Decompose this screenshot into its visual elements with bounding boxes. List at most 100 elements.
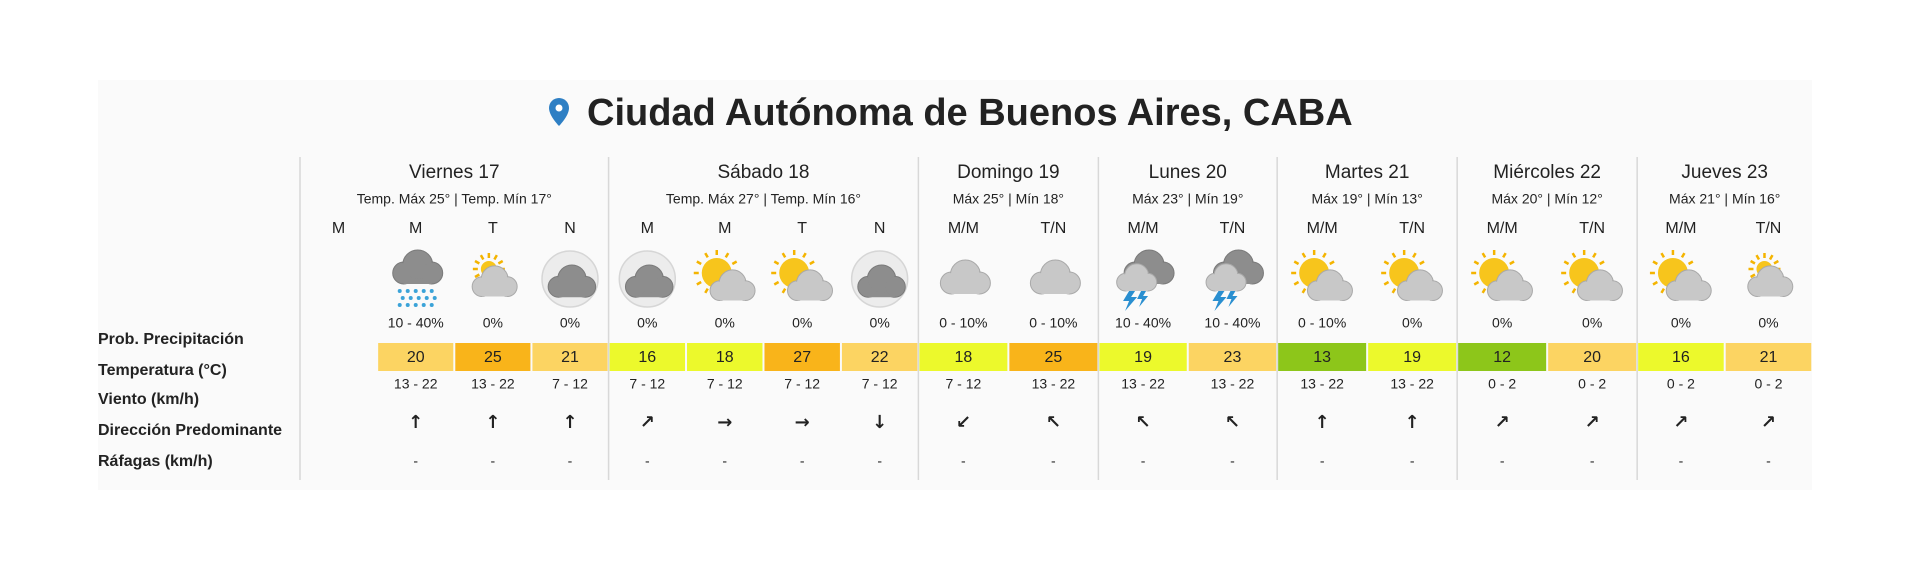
weather-icon [1649, 250, 1712, 301]
rain-drop [405, 303, 410, 307]
rain-drop [429, 289, 434, 293]
wind: 13 - 22 [1121, 376, 1165, 392]
wind: 7 - 12 [629, 376, 665, 392]
weather-icon [1471, 250, 1533, 301]
temp-cell [1368, 343, 1457, 371]
cloud-part [1423, 281, 1442, 300]
wind-direction: ↓ [872, 412, 887, 433]
weather-icon [1747, 253, 1794, 297]
temp-cell [687, 343, 763, 371]
weather-icon [693, 250, 756, 301]
sun-ray [1680, 252, 1686, 259]
lightning [1212, 291, 1227, 311]
precip: 0% [637, 315, 657, 331]
weather-icon [771, 250, 834, 301]
rain-drop [413, 289, 418, 293]
temp: 13 [1313, 349, 1331, 366]
gust: - [1766, 453, 1771, 469]
sun-ray [1563, 280, 1570, 286]
location-pin [549, 98, 569, 126]
sun-ray [1383, 280, 1390, 286]
wind: 13 - 22 [1032, 376, 1076, 392]
rain-drop [397, 289, 402, 293]
wind: 7 - 12 [707, 376, 743, 392]
row-label: Dirección Predominante [98, 422, 282, 439]
sun-ray [497, 259, 504, 265]
weather-icon [471, 253, 518, 297]
precip: 0 - 10% [1298, 315, 1346, 331]
cloud-part [653, 277, 673, 297]
wind: 0 - 2 [1488, 376, 1516, 392]
wind-direction: ↑ [562, 412, 577, 433]
temp: 25 [1044, 349, 1062, 366]
period-label: M/M [1128, 220, 1159, 237]
sun-ray [1563, 260, 1570, 266]
precip: 0% [1758, 315, 1778, 331]
precip: 10 - 40% [1115, 315, 1171, 331]
period-label: N [874, 220, 886, 237]
day-temps: Máx 19° | Mín 13° [1311, 191, 1422, 207]
period-label: M [332, 220, 345, 237]
day-name: Viernes 17 [409, 162, 500, 183]
period-label: N [564, 220, 576, 237]
cloud-part [1242, 263, 1263, 283]
temp-cell [1278, 343, 1367, 371]
wind-direction: ↗ [1585, 412, 1600, 433]
sun-ray [781, 287, 787, 294]
wind-direction: ↖ [1136, 412, 1151, 433]
lightning [1226, 291, 1238, 307]
temp-cell [378, 343, 454, 371]
gust: - [1410, 453, 1415, 469]
precip: 0% [1671, 315, 1691, 331]
temp: 20 [1583, 349, 1601, 366]
wind: 13 - 22 [1390, 376, 1434, 392]
sun-ray [1301, 252, 1307, 259]
sun-ray [1481, 287, 1487, 294]
temp: 21 [1760, 349, 1778, 366]
temp-cell [1458, 343, 1547, 371]
gust: - [722, 453, 727, 469]
sun-ray [1383, 260, 1390, 266]
sun-ray [802, 252, 807, 259]
day-temps: Máx 25° | Mín 18° [953, 191, 1064, 207]
sun-ray [1660, 252, 1666, 259]
rain-drop [421, 303, 426, 307]
precip: 0% [1402, 315, 1422, 331]
wind-direction: ↗ [1761, 412, 1776, 433]
sun-ray [1473, 260, 1480, 266]
cloud-part [813, 281, 832, 300]
weather-icon [392, 249, 444, 307]
rain-drop [432, 296, 437, 300]
wind-direction: ↑ [1405, 412, 1420, 433]
gust: - [800, 453, 805, 469]
weather-icon [1561, 250, 1623, 301]
temp-cell [1548, 343, 1637, 371]
period-label: T/N [1040, 220, 1066, 237]
period-label: T [488, 220, 498, 237]
period-label: M [718, 220, 731, 237]
day-name: Lunes 20 [1149, 162, 1227, 183]
sun-ray [1391, 287, 1397, 294]
period-label: M [641, 220, 654, 237]
cloud-part [736, 281, 755, 300]
sun-ray [479, 254, 485, 261]
sun-ray [1473, 280, 1480, 286]
row-label: Prob. Precipitación [98, 331, 244, 348]
day-name: Domingo 19 [957, 162, 1059, 183]
precip: 10 - 40% [388, 315, 444, 331]
sun-ray [1755, 254, 1761, 261]
row-label: Viento (km/h) [98, 391, 199, 408]
weather-icon [850, 250, 909, 308]
wind-direction: ↗ [1495, 412, 1510, 433]
cloud-part [1603, 281, 1622, 300]
temp: 21 [561, 349, 579, 366]
cloud-part [885, 277, 905, 297]
day-name: Miércoles 22 [1493, 162, 1601, 183]
temp: 23 [1224, 349, 1242, 366]
wind: 7 - 12 [862, 376, 898, 392]
wind: 0 - 2 [1667, 376, 1695, 392]
sun-ray [1652, 260, 1658, 266]
weather-icon [541, 250, 599, 308]
